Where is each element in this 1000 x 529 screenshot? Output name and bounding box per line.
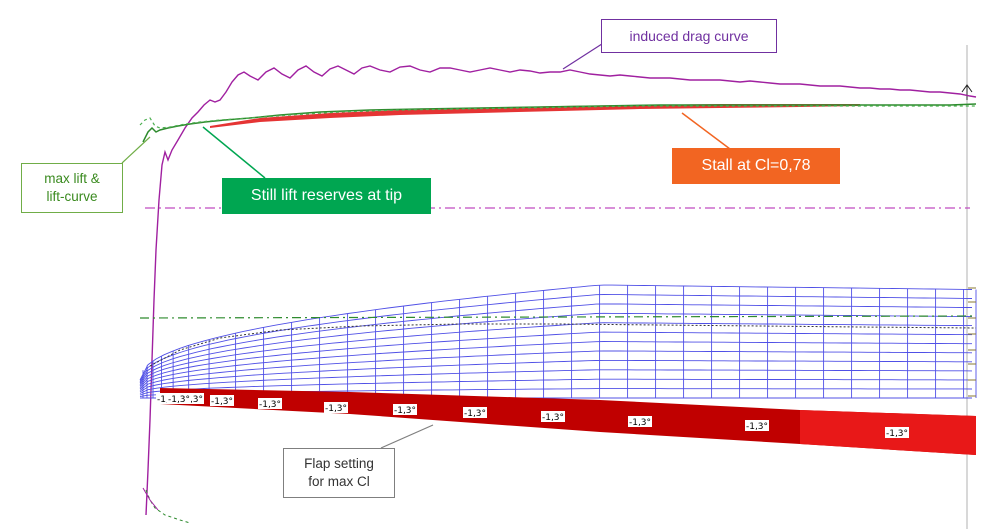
flap-angle-labels: -1,3° -1,3° -1,3° -1,3° -1,3° -1,3° -1,3° -1,3°… bbox=[156, 393, 909, 439]
svg-text:-1,3°: -1,3° bbox=[746, 422, 768, 432]
flap-angle-label: -1,3° bbox=[628, 416, 652, 428]
induced-drag-callout: induced drag curve bbox=[601, 19, 777, 53]
mesh-span-line bbox=[139, 331, 973, 388]
svg-text:-1,3°: -1,3° bbox=[259, 400, 281, 410]
mesh-span-line bbox=[139, 284, 973, 381]
svg-text:-1,3°: -1,3° bbox=[168, 395, 190, 405]
quarter-chord-line bbox=[149, 323, 977, 367]
lift-curve bbox=[142, 103, 977, 143]
arrow-up-icon bbox=[961, 84, 973, 100]
svg-text:-1,3°: -1,3° bbox=[325, 404, 347, 414]
leader-flap bbox=[380, 424, 434, 449]
svg-text:-1,3°: -1,3° bbox=[464, 409, 486, 419]
induced-drag-curve bbox=[145, 65, 977, 516]
mesh-span-line bbox=[139, 369, 973, 394]
mesh-span-line bbox=[139, 312, 973, 385]
mesh-span-line bbox=[139, 341, 972, 390]
flap-setting-callout: Flap setting for max Cl bbox=[283, 448, 395, 498]
mesh-span-line bbox=[139, 359, 972, 393]
mesh-span-line bbox=[139, 350, 973, 391]
right-edge-ticks bbox=[968, 287, 976, 397]
wing-mesh bbox=[139, 284, 977, 399]
svg-text:-1,3°: -1,3° bbox=[542, 413, 564, 423]
max-lift-callout: max lift & lift-curve bbox=[21, 163, 123, 213]
svg-text:-1,3°: -1,3° bbox=[886, 429, 908, 439]
flap-angle-label: -1,3° bbox=[210, 395, 234, 407]
green-reference-line bbox=[139, 315, 977, 319]
lower-lift-curve bbox=[145, 489, 191, 524]
flap-angle-label: -1,3° bbox=[541, 411, 565, 423]
lower-drag-segment bbox=[142, 487, 159, 511]
flap-angle-label: -1,3° bbox=[167, 393, 191, 405]
flap-angle-label: -1,3° bbox=[463, 407, 487, 419]
mesh-span-line bbox=[139, 378, 972, 396]
max-lift-curve bbox=[139, 105, 976, 129]
flap-angle-label: -1,3° bbox=[393, 404, 417, 416]
flap-angle-label: -1,3° bbox=[745, 420, 769, 432]
leader-maxlift bbox=[121, 136, 151, 164]
stall-callout: Stall at Cl=0,78 bbox=[672, 148, 840, 184]
mesh-span-line bbox=[139, 303, 972, 384]
mesh-span-line bbox=[139, 294, 973, 382]
leader-stall bbox=[681, 112, 731, 150]
leader-reserve bbox=[202, 126, 266, 179]
leader-drag bbox=[562, 41, 606, 70]
flap-angle-label: -1,3° bbox=[258, 398, 282, 410]
flap-angle-label: -1,3° bbox=[324, 402, 348, 414]
svg-text:-1,3°: -1,3° bbox=[181, 395, 203, 405]
lift-reserves-callout: Still lift reserves at tip bbox=[222, 178, 431, 214]
svg-text:-1,3°: -1,3° bbox=[394, 406, 416, 416]
mesh-span-line bbox=[139, 322, 972, 387]
stall-region bbox=[210, 104, 860, 128]
flap-region bbox=[160, 388, 976, 455]
svg-text:-1,3°: -1,3° bbox=[211, 397, 233, 407]
flap-angle-label: -1,3° bbox=[180, 393, 204, 405]
svg-text:-1,3°: -1,3° bbox=[629, 418, 651, 428]
flap-angle-label: -1,3° bbox=[885, 427, 909, 439]
